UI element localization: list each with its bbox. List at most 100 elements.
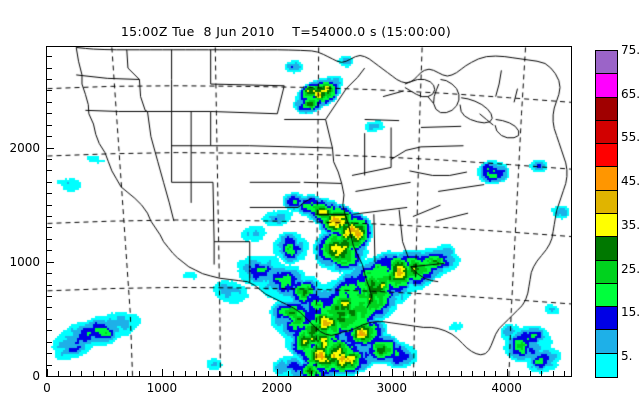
- y-axis-tick: [47, 330, 52, 332]
- x-axis-tick: [81, 371, 83, 376]
- x-axis-tick: [380, 371, 382, 376]
- x-axis-tick: [311, 371, 313, 376]
- x-axis-tick: [253, 371, 255, 376]
- x-axis-tick-label: 4000: [491, 381, 522, 395]
- colorbar: [595, 50, 618, 378]
- x-axis-tick: [426, 371, 428, 376]
- colorbar-segment: [596, 74, 617, 98]
- y-axis-tick: [47, 204, 52, 206]
- x-axis-tick: [184, 371, 186, 376]
- x-axis-tick: [357, 371, 359, 376]
- y-axis-tick: [47, 113, 52, 115]
- y-axis-tick-label: 0: [32, 369, 40, 383]
- y-axis-tick: [47, 124, 52, 126]
- x-axis-tick: [288, 371, 290, 376]
- x-axis-tick: [299, 371, 301, 376]
- colorbar-segment: [596, 144, 617, 168]
- y-axis-tick: [47, 341, 52, 343]
- colorbar-tick-label: 55.: [621, 130, 640, 145]
- colorbar-tick-label: 45.: [621, 174, 640, 189]
- y-axis-tick: [47, 101, 52, 103]
- y-axis-tick: [47, 238, 52, 240]
- y-axis-tick: [47, 376, 54, 377]
- y-axis-tick: [47, 193, 52, 195]
- x-axis-tick: [115, 371, 117, 376]
- colorbar-segment: [596, 330, 617, 354]
- x-axis-tick: [495, 371, 497, 376]
- y-axis-tick: [47, 353, 52, 355]
- colorbar-tick-label: 5.: [621, 349, 633, 364]
- colorbar-segment: [596, 307, 617, 331]
- y-axis-tick-label: 1000: [9, 254, 40, 269]
- y-axis-tick: [47, 261, 54, 263]
- x-axis-tick: [47, 369, 48, 376]
- colorbar-tick-label: 75.: [621, 43, 640, 57]
- x-axis-tick: [334, 371, 336, 376]
- colorbar-tick-label: 65.: [621, 86, 640, 101]
- x-axis-tick: [276, 369, 278, 376]
- x-axis-tick: [242, 371, 244, 376]
- colorbar-segment: [596, 190, 617, 214]
- x-axis-tick: [368, 371, 370, 376]
- x-axis-tick: [564, 371, 566, 376]
- x-axis-tick-label: 2000: [261, 381, 293, 395]
- x-axis-tick: [207, 371, 209, 376]
- colorbar-segment: [596, 283, 617, 308]
- y-axis-tick: [47, 56, 52, 58]
- x-axis-tick: [483, 371, 485, 376]
- colorbar-tick-label: 15.: [621, 305, 640, 320]
- x-axis-tick: [403, 371, 405, 376]
- y-axis-tick: [47, 90, 52, 92]
- colorbar-tick-label: 35.: [621, 217, 640, 232]
- x-axis-tick: [127, 371, 129, 376]
- colorbar-segment: [596, 213, 617, 238]
- state-boundaries-layer: [47, 47, 571, 376]
- x-axis-tick: [265, 371, 267, 376]
- x-axis-tick: [150, 371, 152, 376]
- x-axis-tick: [552, 371, 554, 376]
- x-axis-tick: [541, 371, 543, 376]
- plot-title: 15:00Z Tue 8 Jun 2010 T=54000.0 s (15:00…: [120, 24, 452, 39]
- y-axis-tick: [47, 158, 52, 160]
- y-axis-tick: [47, 170, 52, 172]
- x-axis-tick: [58, 371, 60, 376]
- x-axis-tick: [322, 371, 324, 376]
- colorbar-segment: [596, 167, 617, 191]
- x-axis-tick: [391, 369, 393, 376]
- x-axis-tick-label: 1000: [146, 381, 178, 395]
- y-axis-tick: [47, 296, 52, 298]
- y-axis-tick: [47, 250, 52, 252]
- x-axis-tick: [173, 371, 175, 376]
- y-axis-tick: [47, 78, 52, 80]
- x-axis-tick: [196, 371, 198, 376]
- x-axis-tick: [460, 371, 462, 376]
- x-axis-tick: [414, 371, 416, 376]
- y-axis-tick: [47, 67, 52, 69]
- x-axis-tick: [449, 371, 451, 376]
- y-axis-tick: [47, 147, 54, 149]
- y-axis-tick: [47, 284, 52, 286]
- x-axis-tick: [345, 371, 347, 376]
- colorbar-segment: [596, 51, 617, 75]
- x-axis-tick: [529, 371, 531, 376]
- x-axis-tick: [161, 369, 163, 376]
- x-axis-tick-label: 3000: [376, 381, 408, 395]
- x-axis-tick: [138, 371, 140, 376]
- colorbar-segment: [596, 237, 617, 261]
- y-axis-tick: [47, 318, 52, 320]
- x-axis-tick: [69, 371, 71, 376]
- x-axis-tick: [230, 371, 232, 376]
- x-axis-tick: [92, 371, 94, 376]
- colorbar-segment: [596, 260, 617, 284]
- x-axis-tick: [518, 371, 520, 376]
- y-axis-tick: [47, 181, 52, 183]
- y-axis-tick: [47, 364, 52, 366]
- x-axis-tick-label: 0: [43, 381, 51, 395]
- x-axis-tick: [219, 371, 221, 376]
- x-axis-tick: [506, 369, 508, 376]
- y-axis-tick: [47, 216, 52, 218]
- x-axis-tick: [437, 371, 439, 376]
- colorbar-segment: [596, 120, 617, 145]
- x-axis-tick: [104, 371, 106, 376]
